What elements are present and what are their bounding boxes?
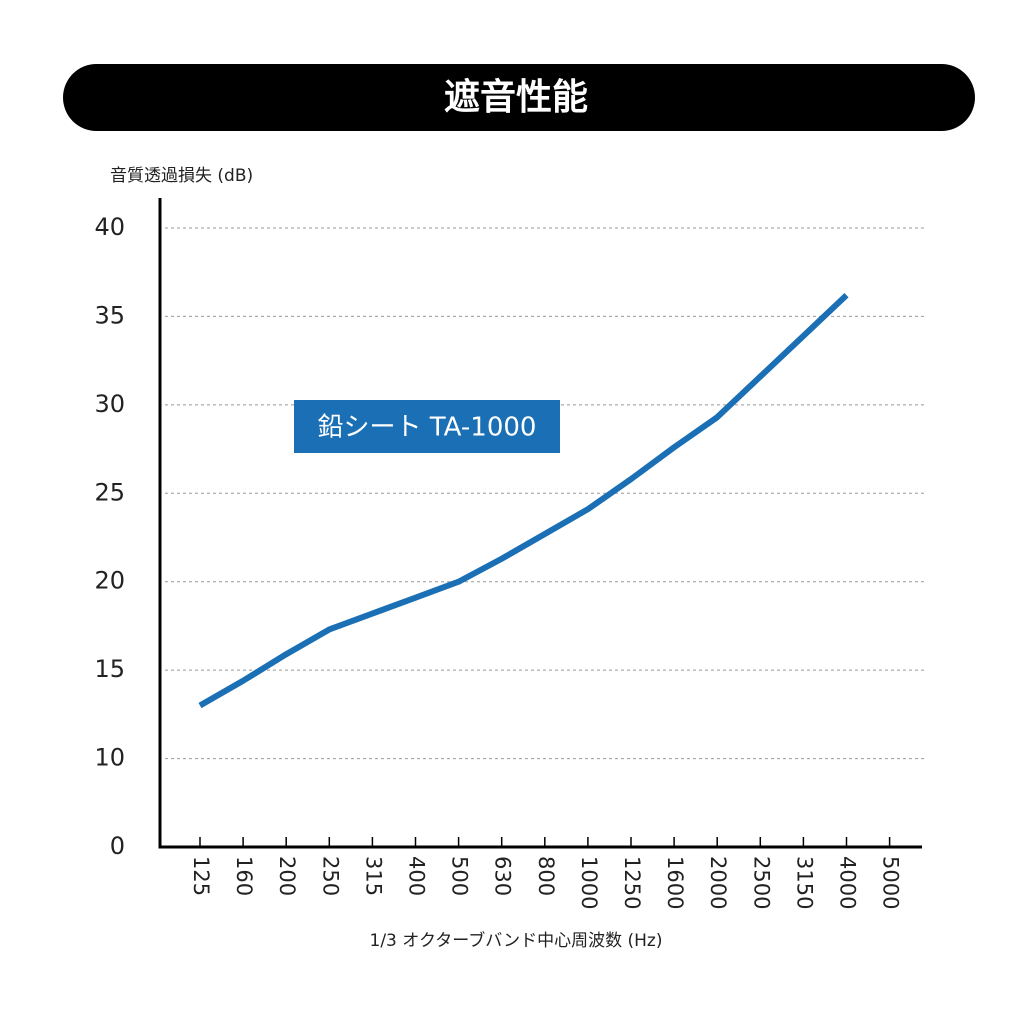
y-tick-label: 20 [94, 567, 125, 595]
y-axis-label: 音質透過損失 (dB) [110, 166, 253, 186]
y-tick-label: 10 [94, 744, 125, 772]
legend-label: 鉛シート TA-1000 [318, 413, 537, 443]
x-tick-label: 160 [232, 856, 256, 896]
x-axis-label: 1/3 オクターブバンド中心周波数 (Hz) [370, 930, 663, 951]
x-tick-label: 630 [491, 856, 515, 896]
x-tick-label: 3150 [792, 856, 816, 909]
x-tick-label: 500 [448, 856, 472, 896]
x-tick-label: 2000 [706, 856, 730, 909]
x-tick-label: 125 [189, 856, 213, 896]
y-tick-label: 15 [94, 655, 125, 683]
x-tick-label: 800 [534, 856, 558, 896]
x-tick-label: 5000 [879, 856, 903, 909]
x-tick-label: 1600 [663, 856, 687, 909]
x-tick-label: 250 [318, 856, 342, 896]
y-tick-label: 30 [94, 390, 125, 418]
y-tick-label: 25 [94, 478, 125, 506]
chart-title: 遮音性能 [444, 77, 588, 118]
data-line [198, 293, 849, 709]
y-tick-label: 40 [94, 213, 125, 241]
x-tick-label: 400 [405, 856, 429, 896]
x-tick-label: 4000 [836, 856, 860, 909]
x-tick-label: 200 [275, 856, 299, 896]
title-bar [63, 64, 975, 131]
x-tick-label: 315 [361, 856, 385, 896]
x-tick-label: 2500 [749, 856, 773, 909]
x-tick-label: 1000 [577, 856, 601, 909]
y-tick-label: 0 [110, 832, 125, 860]
y-tick-label: 35 [94, 301, 125, 329]
legend-box [294, 400, 560, 453]
x-tick-label: 1250 [620, 856, 644, 909]
